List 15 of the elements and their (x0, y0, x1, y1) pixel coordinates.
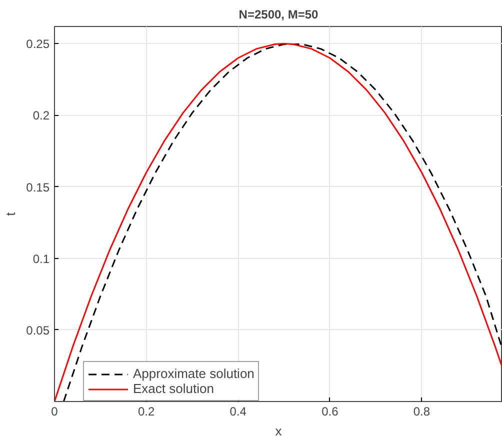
y-tick-label: 0.25 (26, 37, 50, 52)
x-tick-label: 0.2 (138, 404, 155, 418)
x-tick-label: 0.4 (230, 404, 247, 418)
y-tick-label: 0.2 (32, 108, 50, 123)
x-tick-label: 0.8 (413, 404, 430, 418)
legend-label: Exact solution (133, 381, 214, 396)
y-tick-label: 0.1 (32, 252, 50, 266)
chart-title: N=2500, M=50 (238, 8, 319, 22)
y-axis-title: t (3, 212, 18, 216)
x-axis-title: x (275, 424, 282, 438)
y-tick-label: 0.05 (26, 323, 50, 338)
y-tick-label: 0.15 (26, 180, 50, 194)
x-tick-label: 0 (51, 404, 58, 418)
x-tick-label: 0.6 (322, 404, 339, 418)
legend-label: Approximate solution (133, 366, 254, 381)
